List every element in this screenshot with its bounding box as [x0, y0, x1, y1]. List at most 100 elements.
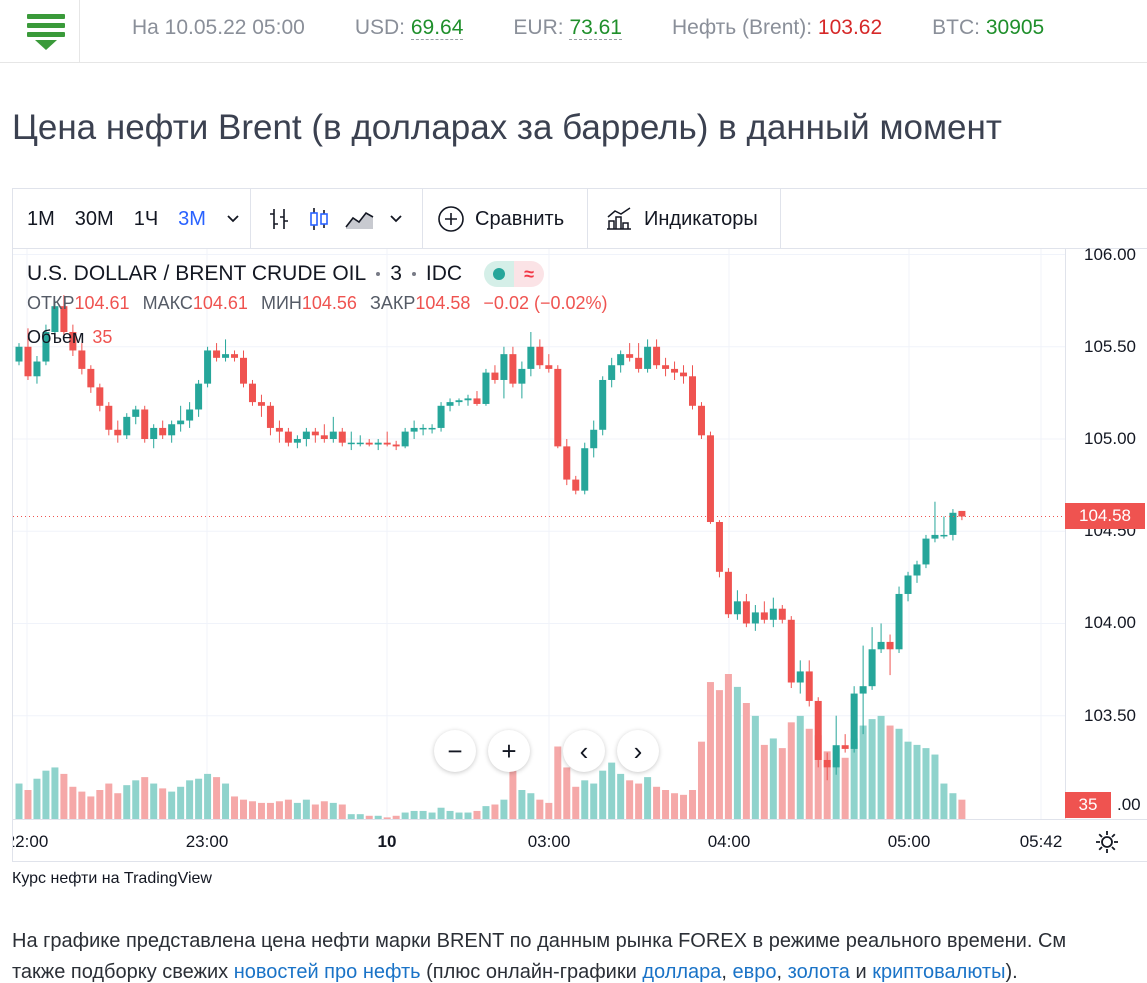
last-volume-tag: 35 — [1065, 791, 1111, 818]
quote-btc-value[interactable]: 30905 — [985, 16, 1045, 39]
link-crypto[interactable]: криптовалюты — [872, 961, 1006, 983]
volume-label: Объем — [27, 327, 85, 347]
scroll-left-button[interactable]: ‹ — [563, 730, 605, 772]
open-value: 104.61 — [74, 293, 130, 313]
quote-usd[interactable]: USD: 69.64 — [355, 16, 464, 40]
candle-body — [850, 693, 858, 749]
volume-bar — [347, 814, 355, 819]
time-tick-label: 05:42 — [1019, 832, 1063, 851]
volume-bar — [877, 715, 885, 819]
separator-dot — [411, 272, 416, 276]
candle-body — [248, 383, 256, 403]
quote-usd-value[interactable]: 69.64 — [410, 16, 464, 40]
candle-body — [653, 346, 661, 366]
volume-bar — [204, 773, 212, 819]
quote-oil[interactable]: Нефть (Brent): 103.62 — [672, 16, 882, 40]
compare-button[interactable]: Сравнить — [423, 189, 588, 249]
description-separator: , — [721, 961, 733, 983]
chevron-down-icon[interactable] — [379, 189, 413, 249]
volume-bar — [266, 802, 274, 819]
candle-body — [751, 612, 759, 624]
quote-oil-value[interactable]: 103.62 — [817, 16, 883, 39]
candle-body — [868, 649, 876, 687]
description-text: (плюс онлайн-графики — [420, 961, 643, 983]
price-tick-label: 103.50 — [1084, 705, 1136, 725]
description-line-1: На графике представлена цена нефти марки… — [12, 930, 1067, 952]
candle-body — [509, 354, 517, 384]
volume-bar — [213, 777, 221, 819]
volume-bar — [671, 793, 679, 819]
volume-bar — [177, 786, 185, 819]
volume-bar — [787, 722, 795, 819]
last-price-tag: 104.58 — [1065, 503, 1145, 530]
volume-bar — [383, 817, 391, 819]
bar-chart-icon[interactable] — [259, 189, 299, 249]
volume-bar — [635, 783, 643, 819]
volume-bar — [392, 815, 400, 819]
interval-group: 1М 30М 1Ч 3М — [13, 189, 251, 249]
volume-bar — [689, 790, 696, 819]
time-tick-label: 10 — [377, 832, 397, 851]
candle-body — [572, 479, 580, 491]
description-line-2: также подборку свежих новостей про нефть… — [12, 957, 1147, 983]
link-euro[interactable]: евро — [732, 961, 777, 983]
time-axis[interactable]: 22:00 23:00 10 03:00 04:00 05:00 05:42 — [13, 819, 1147, 861]
quote-eur-value[interactable]: 73.61 — [569, 16, 622, 40]
zoom-out-button[interactable]: − — [434, 730, 476, 772]
interval-1m[interactable]: 1М — [27, 207, 55, 230]
volume-bar — [186, 780, 194, 819]
volume-bar — [114, 793, 122, 819]
volume-bar — [195, 778, 203, 819]
volume-bar — [222, 783, 230, 819]
volume-bar — [123, 785, 131, 819]
interval-1h[interactable]: 1Ч — [133, 207, 159, 230]
link-gold[interactable]: золота — [787, 961, 850, 983]
volume-bar — [374, 815, 382, 819]
chevron-down-icon[interactable] — [216, 189, 250, 249]
gear-icon[interactable] — [1093, 828, 1121, 856]
candlestick-plot[interactable] — [13, 249, 1065, 819]
scroll-right-button[interactable]: › — [617, 730, 659, 772]
volume-bar — [231, 796, 239, 819]
description-separator: , — [776, 961, 788, 983]
volume-bar — [706, 682, 714, 819]
market-status-badge[interactable]: ≈ — [484, 261, 545, 287]
volume-bar — [141, 777, 149, 819]
link-oil-news[interactable]: новостей про нефть — [233, 961, 421, 983]
volume-bar — [365, 815, 373, 819]
top-header: На 10.05.22 05:00 USD: 69.64 EUR: 73.61 … — [0, 0, 1147, 63]
candle-body — [114, 429, 122, 436]
volume-bar — [159, 788, 167, 819]
menu-button[interactable] — [12, 0, 80, 63]
volume-bar — [320, 801, 328, 819]
candle-body — [51, 306, 59, 333]
chart-type-group — [251, 189, 423, 249]
candle-body — [132, 409, 140, 417]
zoom-in-button[interactable]: + — [488, 730, 530, 772]
candle-body — [275, 427, 283, 432]
quote-btc[interactable]: BTC: 30905 — [932, 16, 1044, 40]
area-chart-icon[interactable] — [339, 189, 379, 249]
candle-body — [365, 442, 373, 445]
price-axis[interactable]: 106.00 105.50 105.00 104.50 104.00 103.50 — [1065, 245, 1147, 819]
volume-bar — [168, 791, 176, 819]
indicators-icon — [607, 207, 631, 230]
candles-icon[interactable] — [299, 189, 339, 249]
indicators-button[interactable]: Индикаторы — [588, 189, 781, 249]
candle-body — [680, 372, 688, 377]
candle-body — [895, 593, 903, 650]
candle-body — [320, 435, 328, 439]
interval-3m[interactable]: 3М — [178, 207, 206, 230]
quote-eur[interactable]: EUR: 73.61 — [513, 16, 622, 40]
candle-body — [33, 361, 41, 377]
volume-bar — [248, 801, 256, 819]
quote-oil-label: Нефть (Brent): — [672, 16, 813, 39]
volume-legend: Объем 35 — [27, 327, 112, 348]
volume-bar — [617, 773, 625, 819]
volume-bar — [697, 741, 705, 819]
link-dollar[interactable]: доллара — [642, 961, 722, 983]
chart-area[interactable]: U.S. DOLLAR / BRENT CRUDE OIL 3 IDC ≈ ОТ… — [13, 245, 1147, 861]
volume-bar — [751, 715, 759, 819]
volume-bar — [895, 728, 903, 819]
interval-30m[interactable]: 30М — [74, 207, 114, 230]
